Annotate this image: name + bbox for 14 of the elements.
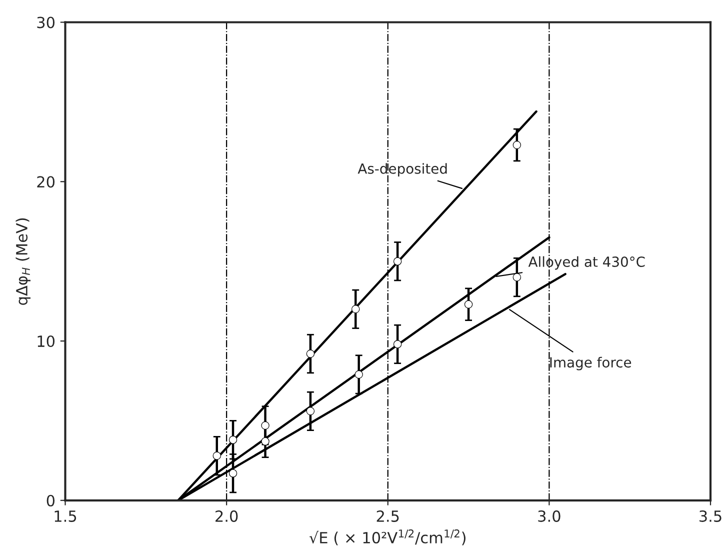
series-label: As-deposited	[358, 163, 447, 177]
text: Image force	[550, 356, 632, 370]
x-tick-label: 1.5	[54, 510, 76, 522]
x-tick-label: 2.5	[376, 510, 399, 522]
y-tick-label: 20	[37, 176, 55, 188]
y-tick-label: 30	[37, 16, 55, 28]
x-axis-title: √E ( × 10²V$^{1/2}$/cm$^{1/2}$)	[309, 529, 466, 546]
x-tick-label: 2.0	[216, 510, 238, 522]
y-axis-title: qΔφ$_{H}$ (MeV)	[16, 218, 30, 305]
x-tick-label: 3.0	[538, 510, 560, 522]
y-tick-label: 10	[38, 335, 55, 348]
y-tick-label: 0	[46, 494, 55, 506]
series-label: Alloyed at 430°C	[528, 256, 645, 270]
x-tick-label: 3.5	[700, 510, 722, 522]
